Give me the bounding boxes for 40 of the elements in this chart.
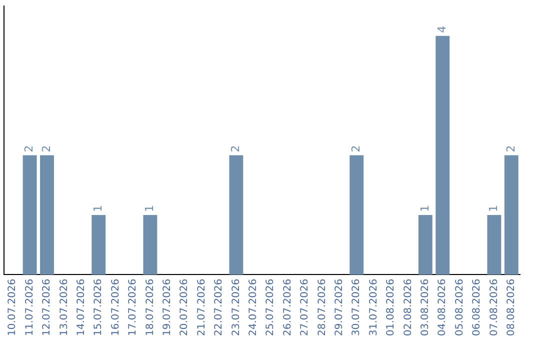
x-tick-label: 12.07.2026 — [42, 278, 53, 336]
data-label: 1 — [487, 205, 500, 212]
x-tick-label: 16.07.2026 — [110, 278, 122, 336]
x-tick-label: 26.07.2026 — [282, 278, 294, 336]
data-label: 2 — [229, 145, 242, 152]
x-tick-label: 13.07.2026 — [58, 278, 70, 336]
x-tick-label: 10.07.2026 — [7, 278, 18, 336]
x-tick-label: 01.08.2026 — [386, 278, 397, 336]
data-label: 4 — [435, 26, 448, 33]
x-tick-label: 20.07.2026 — [179, 278, 190, 336]
x-tick-label: 06.08.2026 — [472, 278, 483, 336]
x-tick-label: 03.08.2026 — [420, 278, 431, 336]
data-label: 1 — [418, 205, 432, 212]
x-tick-label: 15.07.2026 — [93, 278, 104, 336]
data-label: 2 — [40, 145, 53, 152]
data-label: 2 — [22, 145, 36, 152]
x-tick-label: 17.07.2026 — [128, 278, 139, 336]
x-tick-label: 05.08.2026 — [454, 278, 466, 336]
data-label: 2 — [349, 145, 362, 152]
x-tick-label: 08.08.2026 — [506, 278, 517, 336]
x-tick-label: 07.08.2026 — [488, 278, 500, 336]
x-tick-label: 02.08.2026 — [402, 278, 414, 336]
x-tick-label: 28.07.2026 — [316, 278, 328, 336]
data-label: 1 — [91, 205, 104, 212]
x-tick-label: 04.08.2026 — [437, 278, 448, 336]
x-tick-label: 19.07.2026 — [162, 278, 173, 336]
x-tick-label: 23.07.2026 — [230, 278, 242, 336]
x-tick-label: 31.07.2026 — [368, 278, 380, 336]
x-tick-label: 30.07.2026 — [351, 278, 362, 336]
x-tick-label: 21.07.2026 — [196, 278, 208, 336]
x-tick-label: 25.07.2026 — [265, 278, 276, 336]
x-tick-label: 27.07.2026 — [300, 278, 311, 336]
x-tick-label: 22.07.2026 — [214, 278, 225, 336]
x-tick-label: 24.07.2026 — [248, 278, 259, 336]
data-label: 1 — [143, 205, 156, 212]
x-tick-label: 11.07.2026 — [24, 278, 36, 336]
data-label: 2 — [504, 145, 518, 152]
x-tick-label: 18.07.2026 — [144, 278, 156, 336]
x-tick-label: 29.07.2026 — [334, 278, 345, 336]
x-tick-label: 14.07.2026 — [76, 278, 87, 336]
